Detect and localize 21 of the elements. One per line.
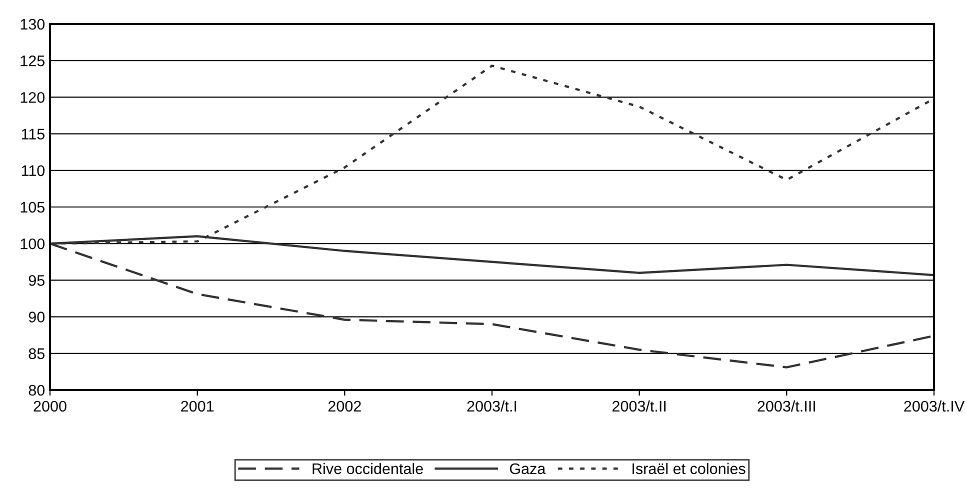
y-tick-label: 110 [22,165,45,176]
legend-label: Gaza [510,463,546,474]
x-tick-label: 2002 [328,400,361,412]
y-tick-label: 115 [22,128,44,140]
x-tick-label: 2001 [181,400,214,412]
legend-label: Israël et colonies [632,462,746,474]
y-tick-label: 100 [20,238,45,250]
y-tick-label: 125 [20,55,44,66]
y-tick-label: 80 [28,384,45,396]
y-tick-label: 85 [28,348,44,360]
x-tick-label: 2003/t.III [758,400,815,412]
x-tick-label: 2003/t.IV [904,400,965,412]
x-tick-label: 2003/t.II [612,400,666,412]
legend-label: Rive occidentale [312,462,423,474]
y-tick-label: 95 [28,275,44,286]
y-tick-label: 120 [20,92,45,103]
x-tick-label: 2003/t.I [467,400,516,412]
x-tick-label: 2000 [34,400,66,412]
y-tick-label: 130 [20,18,45,30]
y-tick-label: 90 [28,312,45,322]
y-tick-label: 105 [20,202,44,213]
